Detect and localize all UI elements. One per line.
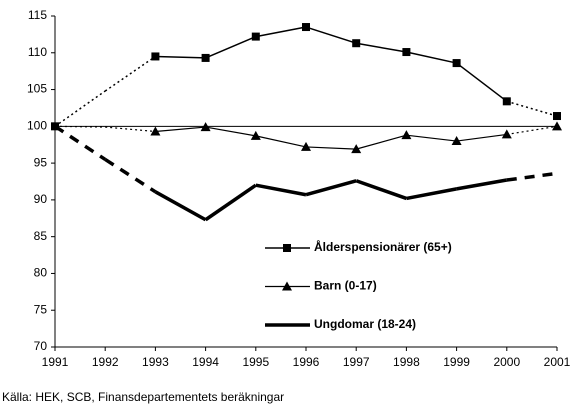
line-segment	[255, 26, 307, 38]
line-segment	[305, 146, 357, 150]
point-marker	[452, 59, 461, 68]
x-tick-label: 1998	[393, 355, 420, 369]
x-tick-label: 1994	[192, 355, 219, 369]
line-segment	[155, 126, 206, 133]
x-tick-label: 2000	[493, 355, 520, 369]
line-segment	[154, 190, 207, 222]
line-segment	[456, 62, 508, 102]
point-marker	[250, 130, 261, 140]
line-segment	[205, 126, 256, 137]
line-segment	[54, 125, 106, 128]
line-segment	[255, 183, 307, 197]
line-segment	[356, 134, 407, 150]
x-tick-label: 2001	[544, 355, 571, 369]
line-segment	[155, 55, 206, 59]
line-segment	[406, 134, 457, 142]
y-tick-label: 95	[34, 155, 48, 169]
line-segment	[255, 135, 307, 148]
x-tick-label: 1992	[92, 355, 119, 369]
legend-label: Ungdomar (18-24)	[314, 317, 416, 331]
line-segment	[456, 133, 507, 142]
line-segment	[204, 183, 257, 222]
y-tick-label: 75	[34, 302, 48, 316]
point-marker	[201, 53, 210, 62]
point-marker	[402, 48, 411, 57]
point-marker	[451, 136, 462, 146]
x-tick-label: 1993	[142, 355, 169, 369]
legend-label: Ålderspensionärer (65+)	[314, 239, 452, 254]
point-marker	[301, 141, 311, 151]
x-tick-label: 1997	[343, 355, 370, 369]
line-segment	[406, 51, 457, 64]
line-segment	[104, 55, 156, 92]
y-tick-label: 115	[28, 8, 47, 22]
line-segment	[406, 187, 457, 201]
point-marker	[151, 52, 160, 61]
x-tick-label: 1995	[242, 355, 269, 369]
point-marker	[401, 130, 412, 140]
point-marker	[302, 23, 310, 32]
legend-marker	[282, 281, 292, 291]
x-tick-label: 1991	[42, 355, 69, 369]
point-marker	[200, 122, 211, 132]
point-marker	[552, 121, 562, 131]
line-segment	[356, 42, 407, 53]
y-tick-label: 105	[27, 82, 47, 96]
point-marker	[502, 97, 511, 106]
line-segment	[305, 179, 357, 197]
line-segment	[54, 90, 106, 127]
line-segment	[54, 124, 107, 161]
legend-label: Barn (0-17)	[314, 279, 377, 293]
y-tick-label: 110	[28, 45, 47, 59]
point-marker	[150, 126, 161, 136]
line-segment	[305, 26, 357, 44]
y-tick-label: 80	[34, 266, 48, 280]
line-segment	[506, 125, 558, 136]
line-segment	[456, 178, 508, 191]
point-marker	[553, 112, 561, 121]
point-marker	[351, 144, 362, 154]
source-note: Källa: HEK, SCB, Finansdepartementets be…	[2, 390, 284, 404]
x-tick-label: 1999	[443, 355, 470, 369]
y-tick-label: 90	[34, 192, 48, 206]
y-tick-label: 100	[27, 119, 47, 133]
line-segment	[506, 171, 558, 182]
line-segment	[506, 100, 558, 117]
y-tick-label: 85	[34, 229, 48, 243]
x-tick-label: 1996	[293, 355, 320, 369]
line-segment	[105, 126, 156, 133]
legend-marker	[283, 244, 291, 252]
line-segment	[104, 157, 157, 194]
y-tick-label: 70	[34, 339, 48, 353]
line-segment	[205, 35, 257, 59]
point-marker	[251, 32, 260, 41]
point-marker	[501, 129, 512, 139]
line-segment	[355, 179, 407, 201]
point-marker	[352, 39, 361, 48]
